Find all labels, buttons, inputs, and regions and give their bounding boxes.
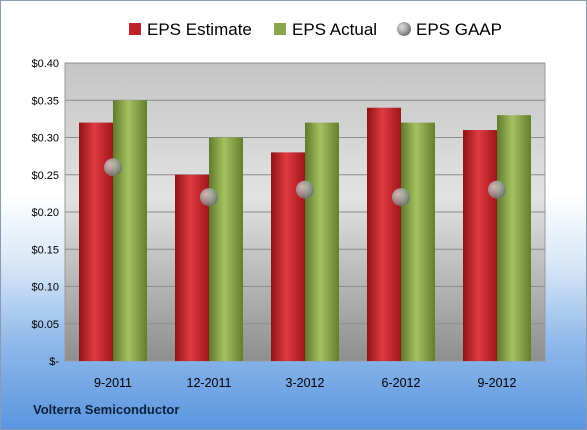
y-tick-label: $0.25	[31, 170, 59, 182]
bar-eps-actual	[113, 100, 147, 361]
y-tick-label: $0.05	[31, 319, 59, 331]
bar-eps-estimate	[79, 122, 113, 361]
x-tick-label: 9-2012	[478, 376, 517, 390]
legend: EPS Estimate EPS Actual EPS GAAP	[129, 20, 502, 39]
gaap-marker	[104, 158, 122, 177]
bar-eps-actual	[209, 137, 243, 361]
gaap-marker	[392, 188, 410, 207]
legend-label: EPS Estimate	[147, 20, 252, 39]
x-tick-label: 6-2012	[382, 376, 421, 390]
bar-eps-estimate	[175, 174, 209, 361]
y-tick-label: $0.35	[31, 95, 59, 107]
y-axis: $- $0.05 $0.10 $0.15 $0.20 $0.25 $0.30 $0.35 $0.…	[31, 58, 59, 368]
legend-label: EPS GAAP	[416, 20, 502, 39]
gaap-marker	[296, 180, 314, 199]
bar-eps-actual	[497, 115, 531, 362]
bar-eps-estimate	[463, 130, 497, 361]
legend-swatch	[274, 23, 286, 35]
gaap-marker	[200, 188, 218, 207]
gaap-marker	[488, 180, 506, 199]
y-tick-label: $0.40	[31, 58, 59, 70]
y-tick-label: $0.15	[31, 244, 59, 256]
bar-eps-estimate	[367, 107, 401, 361]
y-tick-label: $-	[49, 356, 59, 368]
x-tick-label: 9-2011	[94, 376, 132, 390]
bars	[79, 100, 531, 362]
y-tick-label: $0.10	[31, 282, 59, 294]
bar-eps-actual	[305, 122, 339, 361]
x-tick-label: 12-2011	[187, 376, 232, 390]
legend-label: EPS Actual	[292, 20, 377, 39]
y-tick-label: $0.20	[31, 207, 59, 219]
company-name: Volterra Semiconductor	[33, 402, 180, 417]
y-tick-label: $0.30	[31, 133, 59, 145]
bar-eps-actual	[401, 122, 435, 361]
x-axis: 9-2011 12-2011 3-2012 6-2012 9-2012	[94, 376, 517, 390]
legend-marker	[397, 22, 411, 36]
legend-swatch	[129, 23, 141, 35]
x-tick-label: 3-2012	[286, 376, 325, 390]
gaap-markers	[104, 158, 506, 207]
